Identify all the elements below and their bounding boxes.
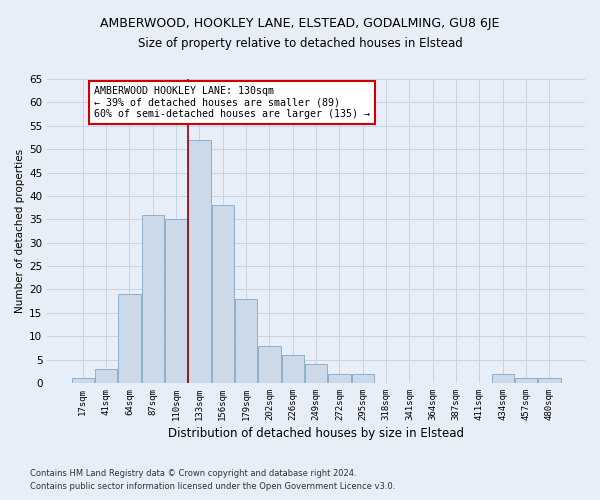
Text: AMBERWOOD HOOKLEY LANE: 130sqm
← 39% of detached houses are smaller (89)
60% of : AMBERWOOD HOOKLEY LANE: 130sqm ← 39% of … xyxy=(94,86,370,119)
Text: Contains public sector information licensed under the Open Government Licence v3: Contains public sector information licen… xyxy=(30,482,395,491)
Text: Contains HM Land Registry data © Crown copyright and database right 2024.: Contains HM Land Registry data © Crown c… xyxy=(30,468,356,477)
Bar xyxy=(492,374,514,383)
Bar xyxy=(142,214,164,383)
Bar xyxy=(212,206,234,383)
Bar xyxy=(352,374,374,383)
Text: Size of property relative to detached houses in Elstead: Size of property relative to detached ho… xyxy=(137,38,463,51)
Bar xyxy=(72,378,94,383)
Bar xyxy=(538,378,560,383)
Bar xyxy=(259,346,281,383)
Bar xyxy=(305,364,327,383)
X-axis label: Distribution of detached houses by size in Elstead: Distribution of detached houses by size … xyxy=(168,427,464,440)
Bar xyxy=(328,374,350,383)
Bar xyxy=(235,299,257,383)
Bar xyxy=(282,355,304,383)
Bar xyxy=(118,294,140,383)
Bar xyxy=(188,140,211,383)
Text: AMBERWOOD, HOOKLEY LANE, ELSTEAD, GODALMING, GU8 6JE: AMBERWOOD, HOOKLEY LANE, ELSTEAD, GODALM… xyxy=(100,18,500,30)
Y-axis label: Number of detached properties: Number of detached properties xyxy=(15,149,25,313)
Bar xyxy=(165,220,187,383)
Bar xyxy=(515,378,537,383)
Bar xyxy=(95,369,117,383)
